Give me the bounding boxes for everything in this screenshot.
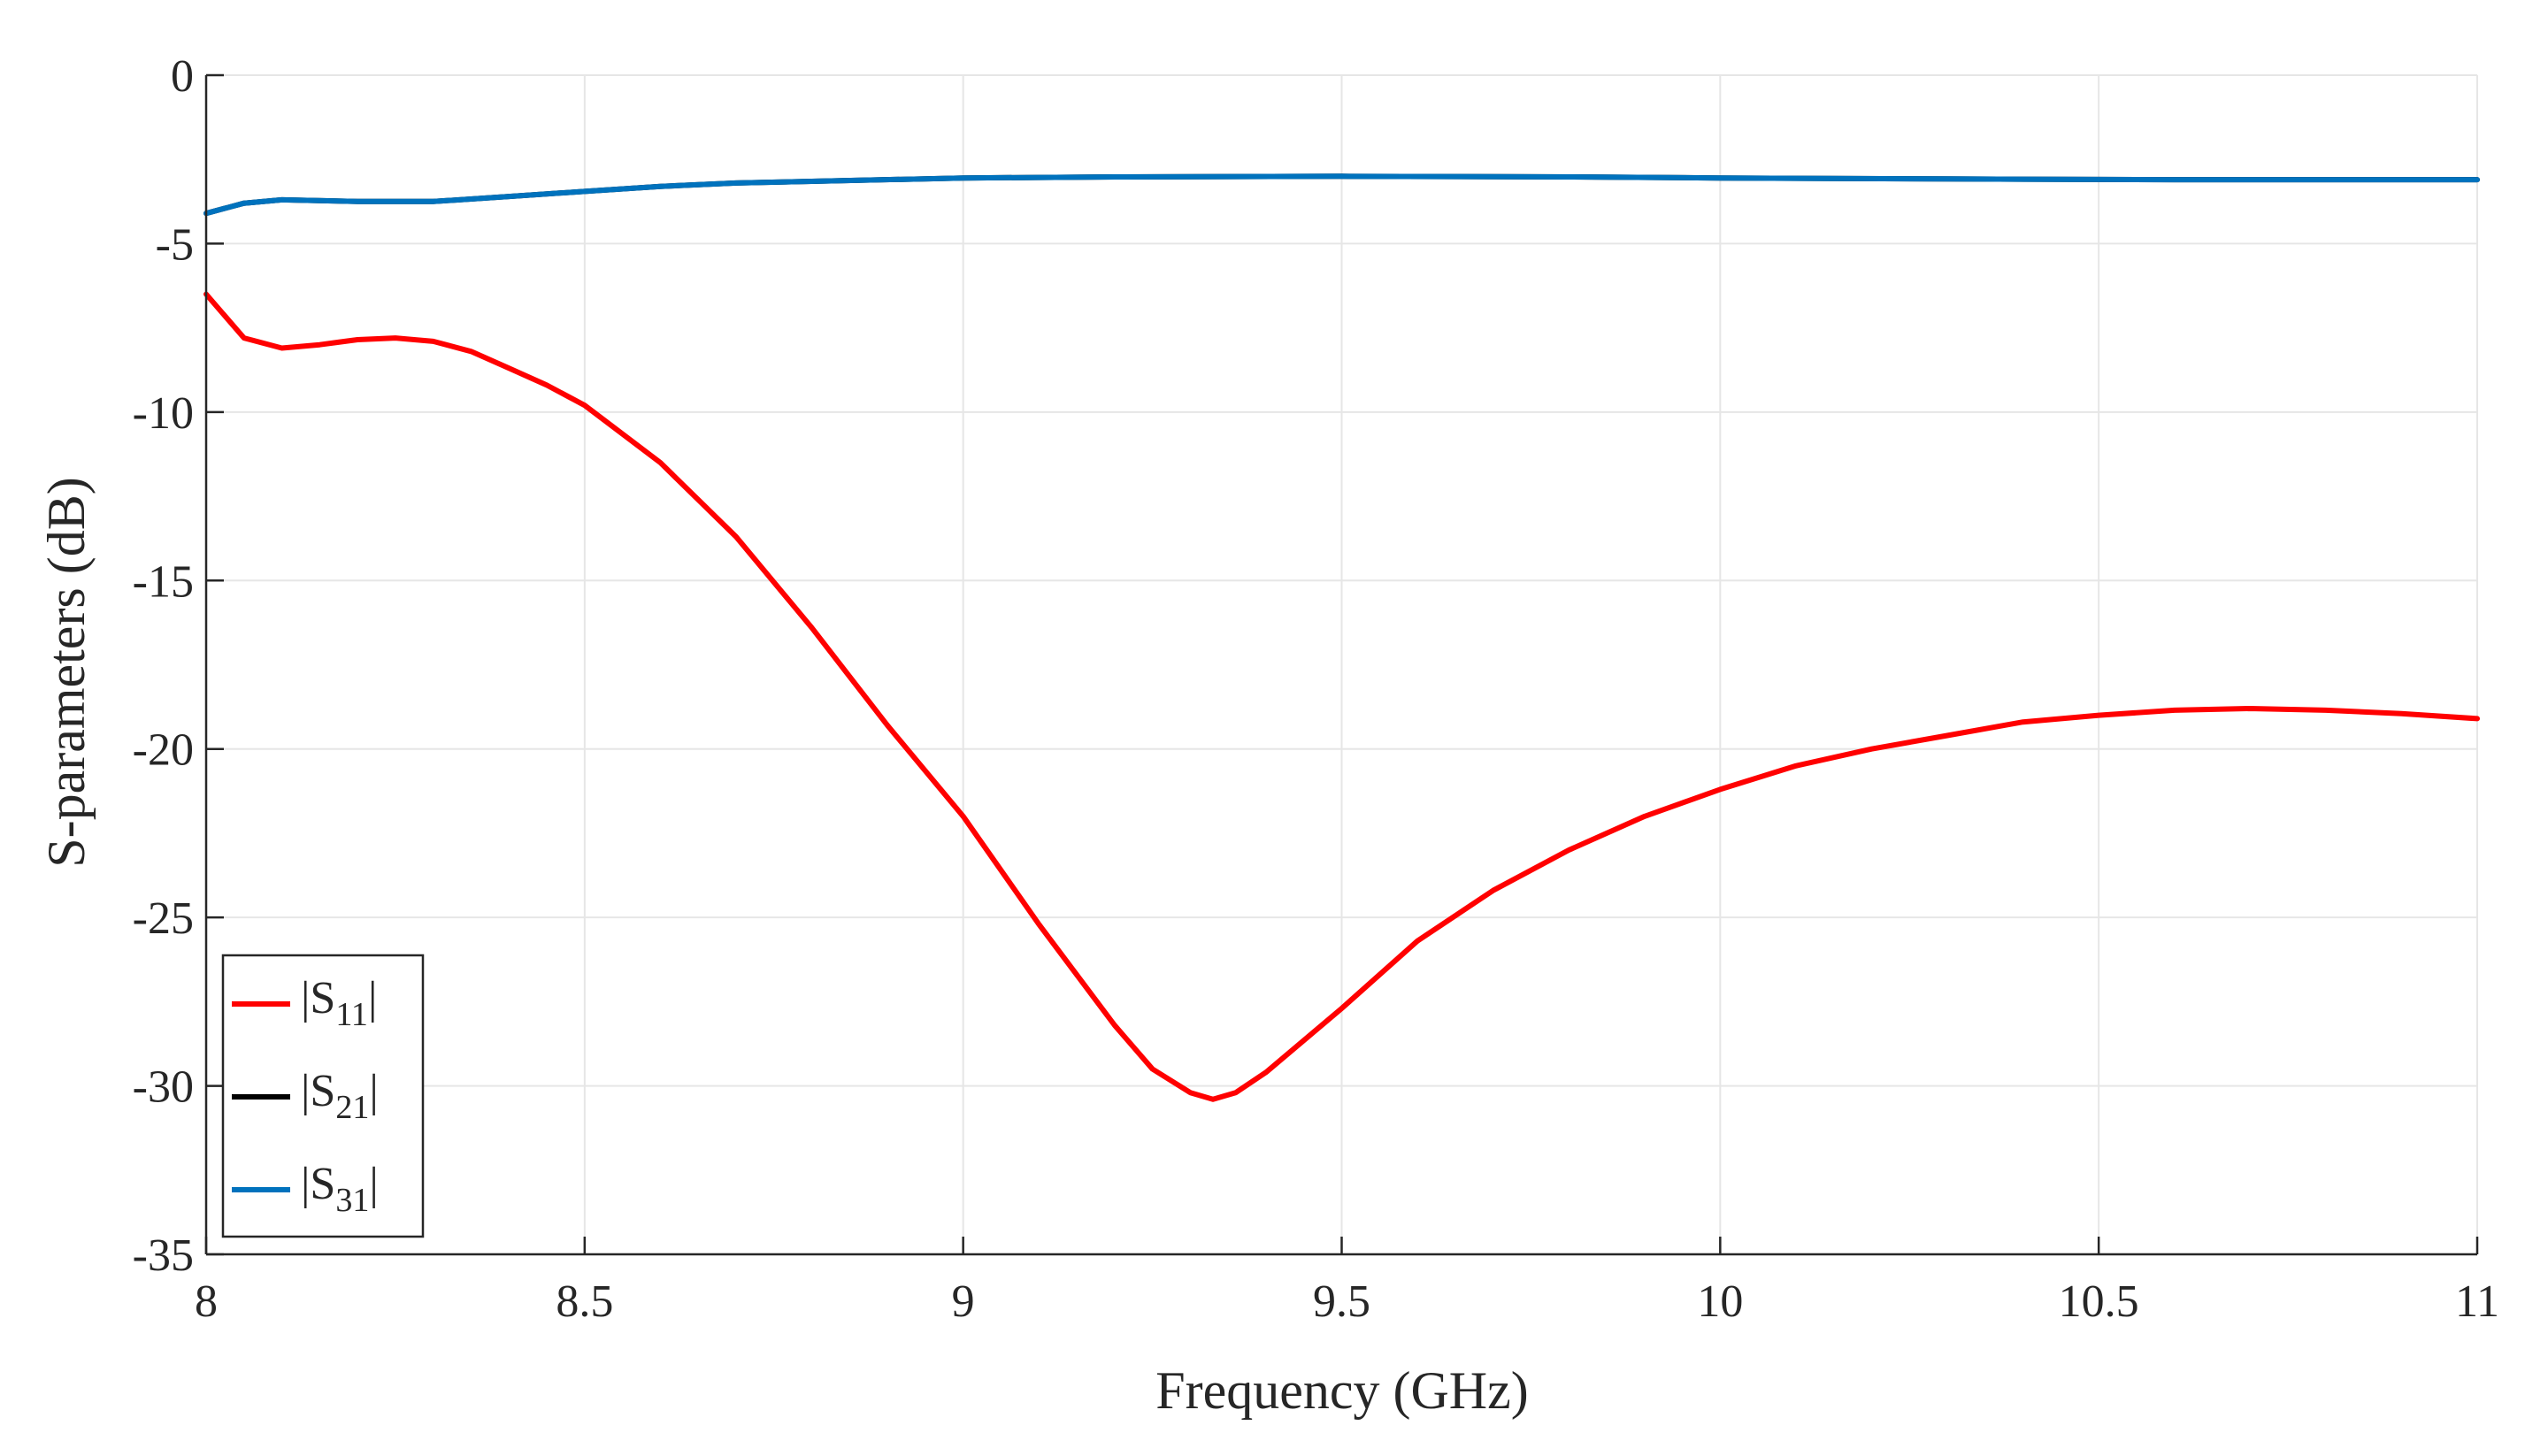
y-tick-label: -30 [133, 1062, 194, 1113]
legend: |S11| |S21| |S31| [221, 954, 425, 1238]
x-tick-label: 9 [952, 1276, 975, 1327]
axes [204, 73, 2479, 1256]
y-tick-label: 0 [171, 51, 194, 102]
legend-label-s11: |S11| [301, 973, 377, 1033]
legend-label-s31: |S31| [301, 1159, 379, 1219]
x-tick-label: 8.5 [556, 1276, 613, 1327]
series-line-s31 [203, 173, 2480, 217]
y-tick-label: -10 [133, 388, 194, 439]
legend-label-s21: |S21| [301, 1066, 379, 1126]
y-tick-label: -20 [133, 725, 194, 776]
plot-series [203, 173, 2480, 1102]
y-axis-title: S-parameters (dB) [37, 477, 96, 868]
legend-item-s11: |S11| [232, 973, 377, 1033]
y-tick-label: -35 [133, 1230, 194, 1281]
x-tick-label: 11 [2455, 1276, 2499, 1327]
x-tick-label: 10 [1697, 1276, 1743, 1327]
series-line-s11 [203, 291, 2480, 1102]
x-tick-label: 10.5 [2059, 1276, 2139, 1327]
y-tick-label: -25 [133, 893, 194, 944]
x-tick-label: 9.5 [1313, 1276, 1370, 1327]
x-axis-title: Frequency (GHz) [1155, 1361, 1529, 1420]
legend-item-s31: |S31| [232, 1159, 379, 1219]
tick-labels: 8 8.5 9 9.5 10 10.5 11 0 -5 -10 -15 -20 -25 -30 -35 [133, 51, 2499, 1327]
y-tick-label: -15 [133, 556, 194, 607]
x-tick-label: 8 [195, 1276, 218, 1327]
legend-item-s21: |S21| [232, 1066, 379, 1126]
y-tick-label: -5 [156, 219, 194, 270]
